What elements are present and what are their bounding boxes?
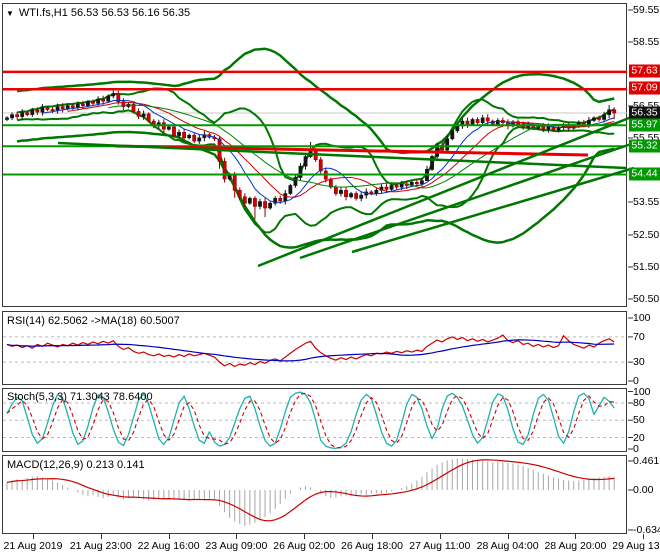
price-level-badge: 54.44	[629, 167, 660, 181]
time-axis-tick	[304, 534, 306, 539]
time-axis-tick	[439, 534, 441, 539]
time-axis-tick	[33, 534, 34, 539]
indicator-axis-tick-label: 0.461	[633, 454, 660, 467]
time-axis-label: 21 Aug 23:00	[69, 540, 132, 552]
indicator-axis-tick-label: 20	[633, 431, 645, 444]
time-axis-label: 28 Aug 20:00	[544, 540, 607, 552]
indicator-axis-tick-label: -0.634	[633, 523, 660, 536]
macd-label: MACD(12,26,9) 0.213 0.141	[7, 459, 145, 471]
symbol-dropdown-icon[interactable]: ▼	[6, 8, 14, 18]
indicator-axis-tick-label: 100	[633, 312, 651, 324]
price-axis-tick-label: 58.55	[633, 36, 660, 48]
indicator-axis-tick-label: 0	[633, 443, 639, 455]
indicator-axis-tick-label: 100	[633, 385, 651, 398]
indicator-axis-tick-label: 70	[633, 330, 645, 343]
rsi-label: RSI(14) 62.5062 ->MA(18) 60.5007	[7, 315, 180, 327]
time-axis-label: 23 Aug 09:00	[205, 540, 268, 552]
time-axis-label: 26 Aug 02:00	[273, 540, 336, 552]
price-axis-tick-label: 51.50	[633, 261, 660, 273]
rsi-indicator-panel[interactable]	[2, 311, 627, 385]
price-axis-tick-label: 50.50	[633, 293, 660, 305]
time-axis-label: 22 Aug 16:00	[137, 540, 200, 552]
time-axis-label: 29 Aug 13:00	[612, 540, 660, 552]
time-axis-tick	[575, 534, 577, 539]
price-level-badge: 57.63	[629, 64, 660, 78]
indicator-axis-tick-label: 50	[633, 414, 645, 427]
time-axis-label: 26 Aug 18:00	[341, 540, 403, 552]
indicator-axis-tick-label: 0	[633, 375, 639, 387]
time-axis-label: 21 Aug 2019	[3, 540, 63, 552]
price-axis-tick-label: 53.55	[633, 196, 660, 208]
price-level-badge: 55.97	[629, 118, 660, 132]
indicator-axis-tick-label: 80	[633, 397, 645, 409]
time-axis-tick	[372, 534, 373, 539]
price-level-badge: 57.09	[629, 81, 660, 95]
time-axis-tick	[236, 534, 238, 539]
time-axis-tick	[168, 534, 170, 539]
time-axis-label: 27 Aug 11:00	[409, 540, 471, 552]
time-axis-tick	[643, 534, 645, 539]
time-axis-tick	[507, 534, 509, 539]
time-axis-tick	[100, 534, 102, 539]
symbol-ohlc-title: WTI.fs,H1 56.53 56.53 56.16 56.35	[18, 7, 191, 19]
price-level-badge: 55.32	[629, 139, 660, 153]
time-axis-label: 28 Aug 04:00	[476, 540, 539, 552]
indicator-axis-tick-label: 30	[633, 356, 645, 369]
price-axis-tick-label: 52.50	[633, 229, 660, 241]
price-axis-tick-label: 59.55	[633, 4, 660, 16]
price-level-badge: 56.35	[629, 106, 660, 120]
stoch-label: Stoch(5,3,3) 71.3043 78.6400	[7, 391, 153, 403]
indicator-axis-tick-label: 0.00	[633, 484, 654, 496]
